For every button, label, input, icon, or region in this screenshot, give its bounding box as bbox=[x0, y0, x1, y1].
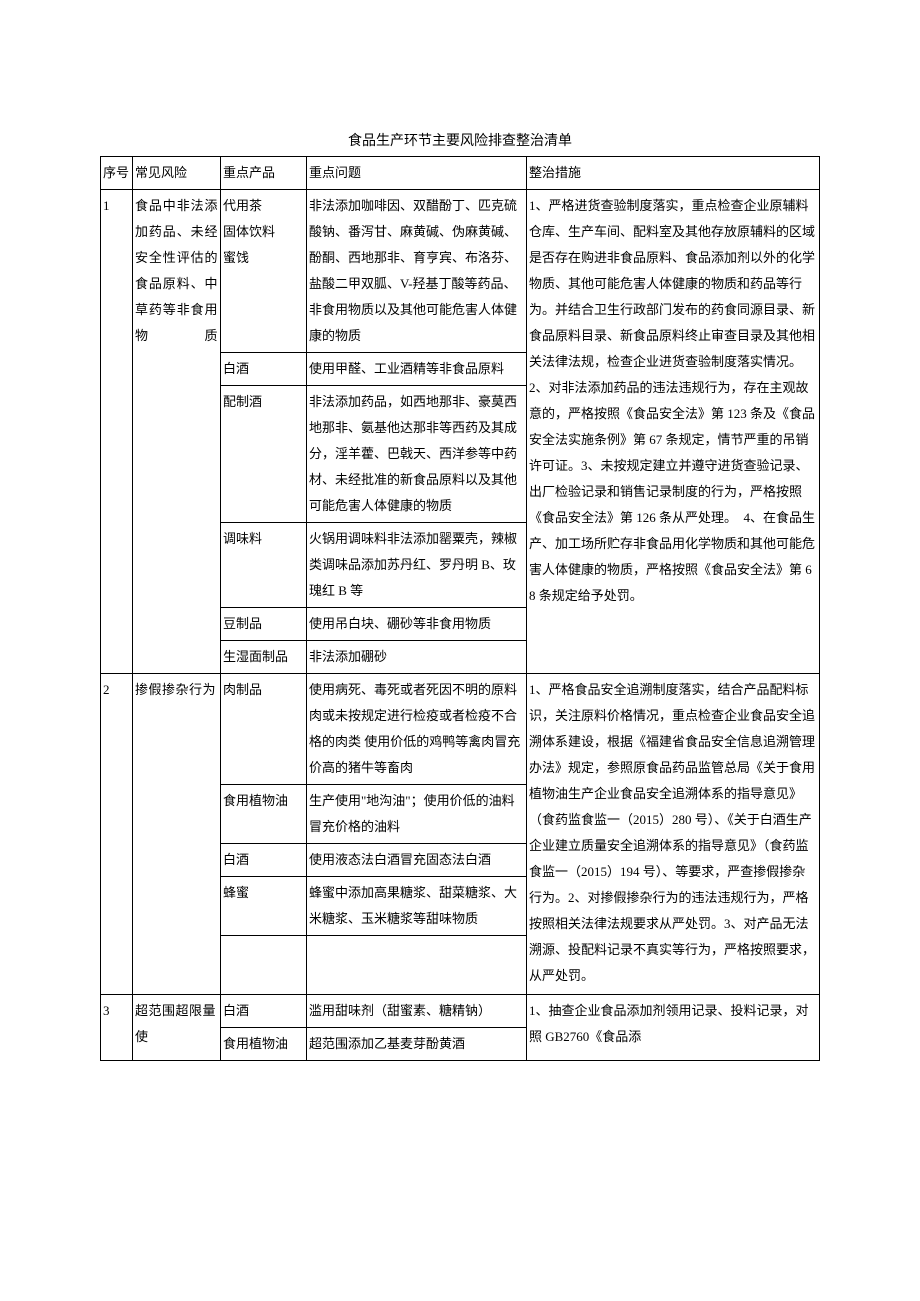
product-cell: 食用植物油 bbox=[221, 1028, 307, 1061]
document-title: 食品生产环节主要风险排查整治清单 bbox=[100, 130, 820, 150]
product-cell: 配制酒 bbox=[221, 386, 307, 523]
product-cell: 食用植物油 bbox=[221, 785, 307, 844]
column-header: 序号 bbox=[101, 157, 133, 190]
issue-cell: 使用甲醛、工业酒精等非食品原料 bbox=[307, 353, 527, 386]
issue-cell: 火锅用调味料非法添加罂粟壳，辣椒类调味品添加苏丹红、罗丹明 B、玫瑰红 B 等 bbox=[307, 523, 527, 608]
issue-cell: 超范围添加乙基麦芽酚黄酒 bbox=[307, 1028, 527, 1061]
issue-cell: 使用液态法白酒冒充固态法白酒 bbox=[307, 844, 527, 877]
issue-cell: 使用吊白块、硼砂等非食用物质 bbox=[307, 608, 527, 641]
column-header: 常见风险 bbox=[133, 157, 221, 190]
measures-cell: 1、严格进货查验制度落实，重点检查企业原辅料仓库、生产车间、配料室及其他存放原辅… bbox=[527, 190, 820, 674]
product-cell: 白酒 bbox=[221, 995, 307, 1028]
product-cell: 白酒 bbox=[221, 844, 307, 877]
issue-cell: 非法添加硼砂 bbox=[307, 641, 527, 674]
risk-cell: 超范围超限量使 bbox=[133, 995, 221, 1061]
seq-cell: 2 bbox=[101, 674, 133, 995]
risk-cell: 掺假掺杂行为 bbox=[133, 674, 221, 995]
issue-cell bbox=[307, 936, 527, 995]
product-cell: 代用茶固体饮料蜜饯 bbox=[221, 190, 307, 353]
product-cell: 白酒 bbox=[221, 353, 307, 386]
column-header: 整治措施 bbox=[527, 157, 820, 190]
issue-cell: 非法添加咖啡因、双醋酚丁、匹克硫酸钠、番泻甘、麻黄碱、伪麻黄碱、酚酮、西地那非、… bbox=[307, 190, 527, 353]
product-cell: 蜂蜜 bbox=[221, 877, 307, 936]
risk-cell: 食品中非法添加药品、未经安全性评估的食品原料、中草药等非食用物质 bbox=[133, 190, 221, 674]
seq-cell: 1 bbox=[101, 190, 133, 674]
risk-table: 序号常见风险重点产品重点问题整治措施 1食品中非法添加药品、未经安全性评估的食品原… bbox=[100, 156, 820, 1061]
product-cell: 豆制品 bbox=[221, 608, 307, 641]
product-cell bbox=[221, 936, 307, 995]
measures-cell: 1、抽查企业食品添加剂领用记录、投料记录，对照 GB2760《食品添 bbox=[527, 995, 820, 1061]
product-cell: 调味料 bbox=[221, 523, 307, 608]
issue-cell: 滥用甜味剂（甜蜜素、糖精钠） bbox=[307, 995, 527, 1028]
column-header: 重点问题 bbox=[307, 157, 527, 190]
issue-cell: 生产使用"地沟油"；使用价低的油料冒充价格的油料 bbox=[307, 785, 527, 844]
issue-cell: 蜂蜜中添加高果糖浆、甜菜糖浆、大米糖浆、玉米糖浆等甜味物质 bbox=[307, 877, 527, 936]
issue-cell: 使用病死、毒死或者死因不明的原料肉或未按规定进行检疫或者检疫不合格的肉类 使用价… bbox=[307, 674, 527, 785]
issue-cell: 非法添加药品，如西地那非、豪莫西地那非、氨基他达那非等西药及其成分，淫羊藿、巴戟… bbox=[307, 386, 527, 523]
column-header: 重点产品 bbox=[221, 157, 307, 190]
product-cell: 肉制品 bbox=[221, 674, 307, 785]
product-cell: 生湿面制品 bbox=[221, 641, 307, 674]
measures-cell: 1、严格食品安全追溯制度落实，结合产品配料标识，关注原料价格情况，重点检查企业食… bbox=[527, 674, 820, 995]
seq-cell: 3 bbox=[101, 995, 133, 1061]
